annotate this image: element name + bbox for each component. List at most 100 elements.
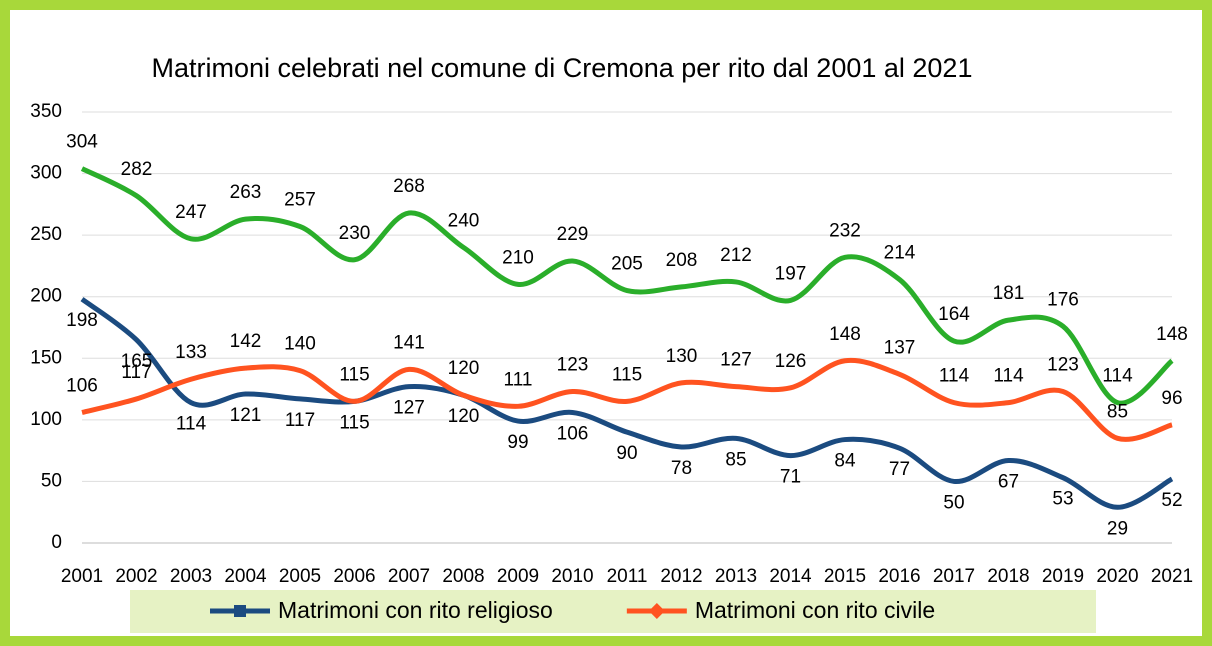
data-label: 165 — [121, 351, 153, 372]
data-label: 115 — [339, 364, 369, 385]
x-tick-label: 2013 — [715, 566, 757, 587]
data-label: 127 — [393, 398, 425, 419]
data-label: 229 — [557, 224, 589, 245]
x-tick-label: 2016 — [878, 566, 920, 587]
data-label: 106 — [66, 375, 98, 396]
data-label: 90 — [616, 443, 637, 464]
data-label: 50 — [943, 492, 964, 513]
data-label: 304 — [66, 132, 98, 153]
data-label: 133 — [175, 342, 207, 363]
data-label: 84 — [834, 451, 856, 472]
data-label: 197 — [775, 263, 807, 284]
data-label: 208 — [666, 250, 698, 271]
data-label: 29 — [1107, 518, 1128, 539]
data-label: 214 — [884, 242, 916, 263]
data-label: 85 — [1107, 401, 1128, 422]
data-label: 120 — [448, 406, 480, 427]
data-label: 141 — [393, 332, 425, 353]
data-label: 115 — [339, 412, 369, 433]
data-label: 263 — [230, 182, 262, 203]
x-tick-label: 2015 — [824, 566, 866, 587]
x-tick-label: 2010 — [551, 566, 593, 587]
x-tick-label: 2021 — [1151, 566, 1193, 587]
data-label: 114 — [176, 414, 207, 435]
x-tick-label: 2004 — [224, 566, 267, 587]
x-tick-label: 2009 — [497, 566, 539, 587]
data-label: 230 — [339, 223, 371, 244]
data-label: 121 — [230, 405, 262, 426]
data-label: 117 — [285, 410, 315, 431]
chart-title: Matrimoni celebrati nel comune di Cremon… — [152, 53, 973, 83]
legend-text: Matrimoni con rito religioso — [278, 597, 553, 623]
data-label: 205 — [611, 254, 643, 275]
y-tick-label: 50 — [41, 470, 62, 491]
data-label: 257 — [284, 190, 316, 211]
y-tick-label: 200 — [30, 286, 62, 307]
legend-box — [130, 590, 1096, 633]
data-label: 77 — [889, 459, 910, 480]
data-label: 126 — [775, 351, 807, 372]
x-tick-label: 2003 — [170, 566, 212, 587]
data-label: 99 — [507, 432, 528, 453]
data-label: 106 — [557, 423, 589, 444]
data-label: 148 — [1156, 324, 1188, 345]
panel — [10, 10, 1202, 636]
x-tick-label: 2005 — [279, 566, 321, 587]
y-tick-label: 0 — [51, 532, 62, 553]
data-label: 111 — [504, 369, 533, 390]
data-label: 181 — [993, 283, 1025, 304]
data-label: 117 — [121, 362, 151, 383]
data-label: 52 — [1161, 490, 1182, 511]
series-line — [80, 297, 1174, 510]
data-label: 114 — [1102, 366, 1133, 387]
data-label: 176 — [1047, 289, 1079, 310]
x-tick-label: 2014 — [769, 566, 812, 587]
data-label: 123 — [557, 355, 589, 376]
data-label: 71 — [780, 467, 801, 488]
legend-marker — [234, 605, 246, 617]
data-label: 130 — [666, 346, 698, 367]
data-label: 142 — [230, 331, 262, 352]
x-tick-label: 2017 — [933, 566, 975, 587]
data-label: 164 — [938, 304, 970, 325]
y-tick-label: 150 — [30, 347, 62, 368]
data-label: 96 — [1161, 388, 1182, 409]
data-label: 53 — [1052, 489, 1073, 510]
data-label: 240 — [448, 210, 480, 231]
x-tick-label: 2007 — [388, 566, 430, 587]
data-label: 67 — [998, 472, 1019, 493]
data-label: 78 — [671, 458, 692, 479]
y-tick-label: 350 — [30, 101, 62, 122]
data-label: 114 — [939, 366, 970, 387]
x-tick-label: 2001 — [61, 566, 103, 587]
data-label: 137 — [884, 337, 916, 358]
data-label: 127 — [720, 350, 752, 371]
series-line — [81, 357, 1173, 442]
y-tick-label: 300 — [30, 163, 62, 184]
x-tick-label: 2008 — [442, 566, 484, 587]
data-label: 140 — [284, 334, 316, 355]
data-label: 85 — [725, 449, 746, 470]
x-tick-label: 2002 — [115, 566, 157, 587]
data-label: 268 — [393, 176, 425, 197]
data-label: 247 — [175, 202, 207, 223]
data-label: 282 — [121, 159, 153, 180]
x-tick-label: 2020 — [1096, 566, 1138, 587]
data-label: 115 — [612, 364, 642, 385]
legend-text: Matrimoni con rito civile — [695, 597, 935, 623]
x-tick-label: 2012 — [660, 566, 702, 587]
series-line — [80, 166, 1174, 406]
data-label: 123 — [1047, 355, 1079, 376]
data-label: 198 — [66, 310, 98, 331]
x-tick-label: 2019 — [1042, 566, 1084, 587]
data-label: 148 — [829, 324, 861, 345]
x-tick-label: 2011 — [607, 566, 648, 587]
legend-marker — [648, 603, 665, 619]
y-tick-label: 100 — [30, 409, 62, 430]
data-label: 210 — [502, 247, 534, 268]
y-tick-label: 250 — [30, 224, 62, 245]
data-label: 232 — [829, 220, 861, 241]
data-label: 120 — [448, 358, 480, 379]
data-label: 114 — [993, 366, 1024, 387]
